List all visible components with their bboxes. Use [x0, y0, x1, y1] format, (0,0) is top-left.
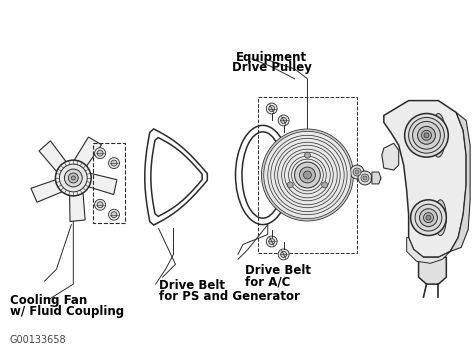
Circle shape: [278, 145, 337, 205]
Circle shape: [271, 138, 344, 212]
Circle shape: [363, 176, 367, 180]
Ellipse shape: [409, 118, 444, 153]
Ellipse shape: [418, 126, 436, 144]
Circle shape: [289, 156, 326, 194]
Bar: [93, 143, 125, 223]
Ellipse shape: [426, 215, 431, 220]
Ellipse shape: [410, 200, 447, 236]
Polygon shape: [407, 238, 450, 263]
Text: Drive Belt: Drive Belt: [245, 264, 311, 277]
Circle shape: [294, 162, 320, 188]
Circle shape: [271, 138, 344, 212]
Circle shape: [304, 152, 310, 158]
Polygon shape: [419, 257, 447, 284]
Circle shape: [64, 169, 82, 187]
Ellipse shape: [419, 209, 438, 227]
Circle shape: [278, 249, 289, 260]
Polygon shape: [70, 193, 85, 222]
Circle shape: [68, 173, 78, 183]
Circle shape: [95, 148, 106, 159]
Ellipse shape: [424, 133, 429, 138]
Circle shape: [281, 118, 287, 124]
Circle shape: [71, 176, 75, 180]
Polygon shape: [450, 112, 470, 251]
Circle shape: [282, 149, 333, 201]
Polygon shape: [384, 101, 466, 257]
Polygon shape: [74, 137, 101, 166]
Circle shape: [278, 145, 337, 205]
Circle shape: [262, 129, 353, 221]
Circle shape: [292, 159, 323, 191]
Circle shape: [269, 238, 275, 244]
Circle shape: [300, 167, 315, 183]
Text: w/ Fluid Coupling: w/ Fluid Coupling: [10, 305, 124, 318]
Ellipse shape: [405, 113, 448, 157]
Circle shape: [59, 164, 87, 192]
Bar: [258, 97, 357, 253]
Circle shape: [278, 115, 289, 126]
Circle shape: [303, 171, 311, 179]
Circle shape: [281, 251, 287, 257]
Circle shape: [275, 142, 340, 208]
Circle shape: [111, 160, 117, 166]
Circle shape: [109, 209, 119, 220]
Circle shape: [350, 165, 364, 179]
Text: Drive Pulley: Drive Pulley: [232, 61, 312, 74]
Circle shape: [97, 150, 103, 156]
Text: for PS and Generator: for PS and Generator: [159, 290, 300, 303]
Circle shape: [284, 152, 330, 198]
Circle shape: [111, 212, 117, 218]
Polygon shape: [372, 172, 381, 184]
Circle shape: [355, 170, 359, 174]
Ellipse shape: [431, 113, 446, 157]
Circle shape: [361, 174, 369, 182]
Circle shape: [268, 135, 347, 215]
Text: Equipment: Equipment: [236, 51, 307, 64]
Circle shape: [97, 202, 103, 208]
Circle shape: [353, 168, 361, 176]
Polygon shape: [382, 143, 399, 170]
Ellipse shape: [434, 200, 447, 236]
Circle shape: [266, 236, 277, 247]
Circle shape: [266, 103, 277, 114]
Circle shape: [55, 160, 91, 196]
Polygon shape: [89, 173, 117, 194]
Circle shape: [358, 171, 372, 185]
Circle shape: [282, 149, 333, 201]
Ellipse shape: [423, 213, 433, 223]
Circle shape: [109, 158, 119, 169]
Circle shape: [262, 129, 353, 221]
Polygon shape: [39, 141, 66, 172]
Ellipse shape: [421, 131, 431, 140]
Circle shape: [268, 135, 347, 215]
Text: Drive Belt: Drive Belt: [159, 279, 225, 292]
Circle shape: [95, 199, 106, 210]
Ellipse shape: [412, 121, 440, 149]
Polygon shape: [31, 180, 62, 202]
Text: for A/C: for A/C: [245, 275, 290, 288]
Circle shape: [284, 152, 330, 198]
Circle shape: [287, 182, 293, 188]
Text: G00133658: G00133658: [10, 335, 66, 345]
Circle shape: [264, 131, 351, 218]
Ellipse shape: [415, 204, 442, 231]
Text: Cooling Fan: Cooling Fan: [10, 294, 87, 307]
Circle shape: [322, 182, 328, 188]
Circle shape: [269, 105, 275, 111]
Circle shape: [275, 142, 340, 208]
Circle shape: [289, 156, 326, 194]
Circle shape: [264, 131, 351, 218]
